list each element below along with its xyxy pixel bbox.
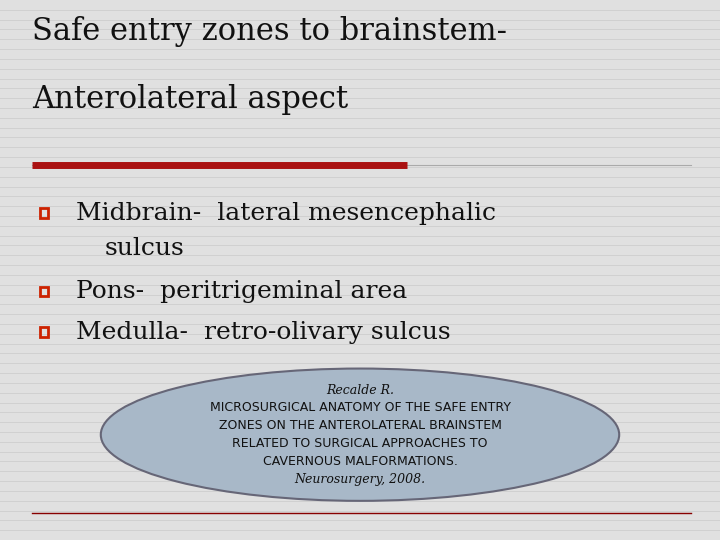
- Text: Neurosurgery, 2008.: Neurosurgery, 2008.: [294, 472, 426, 486]
- Text: Medulla-  retro-olivary sulcus: Medulla- retro-olivary sulcus: [76, 321, 450, 343]
- Text: Recalde R.: Recalde R.: [326, 383, 394, 397]
- Bar: [40, 208, 48, 218]
- Text: MICROSURGICAL ANATOMY OF THE SAFE ENTRY: MICROSURGICAL ANATOMY OF THE SAFE ENTRY: [210, 401, 510, 415]
- Ellipse shape: [101, 368, 619, 501]
- Text: Midbrain-  lateral mesencephalic: Midbrain- lateral mesencephalic: [76, 202, 495, 225]
- Text: sulcus: sulcus: [104, 237, 184, 260]
- Bar: [40, 327, 48, 337]
- Text: Pons-  peritrigeminal area: Pons- peritrigeminal area: [76, 280, 407, 303]
- Text: RELATED TO SURGICAL APPROACHES TO: RELATED TO SURGICAL APPROACHES TO: [233, 437, 487, 450]
- Bar: [40, 287, 48, 296]
- Text: CAVERNOUS MALFORMATIONS.: CAVERNOUS MALFORMATIONS.: [263, 455, 457, 468]
- Text: Anterolateral aspect: Anterolateral aspect: [32, 84, 348, 114]
- Text: ZONES ON THE ANTEROLATERAL BRAINSTEM: ZONES ON THE ANTEROLATERAL BRAINSTEM: [219, 419, 501, 433]
- Text: Safe entry zones to brainstem-: Safe entry zones to brainstem-: [32, 16, 508, 47]
